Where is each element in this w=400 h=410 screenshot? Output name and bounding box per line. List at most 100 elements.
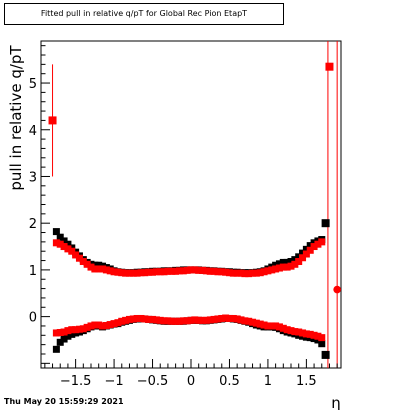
data-point xyxy=(125,269,133,277)
data-point xyxy=(83,323,91,331)
data-point xyxy=(149,268,157,276)
data-point xyxy=(199,316,207,324)
data-point xyxy=(314,240,322,248)
data-point xyxy=(187,266,195,274)
data-point xyxy=(56,233,64,241)
data-point xyxy=(214,268,222,276)
data-point xyxy=(118,317,126,325)
data-point xyxy=(122,316,130,324)
data-point xyxy=(156,316,164,324)
data-point xyxy=(56,328,64,336)
data-point xyxy=(179,267,187,275)
data-point xyxy=(83,260,91,268)
data-point xyxy=(283,263,291,271)
data-point xyxy=(299,329,307,337)
data-point xyxy=(237,269,245,277)
data-point xyxy=(122,269,130,277)
data-point xyxy=(218,314,226,322)
data-point xyxy=(102,266,110,274)
data-point xyxy=(152,316,160,324)
data-point xyxy=(52,329,60,337)
data-point xyxy=(210,315,218,323)
data-point xyxy=(318,340,326,348)
data-point xyxy=(87,322,95,330)
data-point xyxy=(145,268,153,276)
data-point xyxy=(191,316,199,324)
data-point xyxy=(206,267,214,275)
data-point xyxy=(179,317,187,325)
data-point xyxy=(272,265,280,273)
data-point xyxy=(279,258,287,266)
data-point xyxy=(75,254,83,262)
data-point xyxy=(145,315,153,323)
x-tick-label: −1.5 xyxy=(60,374,92,389)
data-point xyxy=(168,267,176,275)
data-point xyxy=(118,269,126,277)
tick-layer: −1.5 −1 −0.5 0 0.5 1 1.5 0 1 2 3 4 5 xyxy=(29,45,338,389)
data-point xyxy=(91,265,99,273)
data-point xyxy=(68,330,76,338)
x-tick-label: 1 xyxy=(264,374,272,389)
x-tick-label: −1 xyxy=(104,374,123,389)
data-point xyxy=(64,327,72,335)
data-point xyxy=(60,243,68,251)
data-point xyxy=(60,328,68,336)
title-box: Fitted pull in relative q/pT for Global … xyxy=(4,3,284,25)
x-tick-label: 0.5 xyxy=(219,374,240,389)
data-point xyxy=(106,267,114,275)
data-point xyxy=(256,269,264,277)
data-point xyxy=(218,268,226,276)
data-point xyxy=(64,332,72,340)
data-point xyxy=(245,317,253,325)
data-point xyxy=(249,269,257,277)
data-point xyxy=(252,319,260,327)
data-point xyxy=(114,319,122,327)
data-point xyxy=(268,322,276,330)
data-point xyxy=(72,326,80,334)
data-point xyxy=(52,239,60,247)
timestamp: Thu May 20 15:59:29 2021 xyxy=(4,397,124,406)
data-point xyxy=(191,266,199,274)
data-point xyxy=(291,256,299,264)
data-point xyxy=(137,314,145,322)
data-point xyxy=(295,257,303,265)
data-point xyxy=(222,268,230,276)
x-tick-label: −0.5 xyxy=(137,374,169,389)
y-tick-label: 1 xyxy=(29,264,37,279)
data-point xyxy=(129,315,137,323)
data-point xyxy=(91,321,99,329)
data-point xyxy=(64,240,72,248)
data-point xyxy=(72,251,80,259)
data-point xyxy=(160,268,168,276)
data-point xyxy=(233,315,241,323)
data-point xyxy=(183,317,191,325)
data-point xyxy=(256,320,264,328)
data-point xyxy=(287,262,295,270)
data-point xyxy=(64,245,72,253)
data-point xyxy=(314,332,322,340)
data-point xyxy=(275,264,283,272)
data-point xyxy=(283,326,291,334)
y-tick-label: 2 xyxy=(29,217,37,232)
data-point xyxy=(175,317,183,325)
data-point xyxy=(229,269,237,277)
data-point xyxy=(152,268,160,276)
data-point xyxy=(125,315,133,323)
data-point xyxy=(321,219,330,228)
data-point xyxy=(91,261,99,269)
y-tick-label: 4 xyxy=(29,124,37,139)
data-point xyxy=(214,315,222,323)
data-point xyxy=(110,320,118,328)
data-point xyxy=(241,270,249,278)
data-point xyxy=(245,270,253,278)
data-point xyxy=(164,317,172,325)
data-point xyxy=(314,336,322,344)
data-point xyxy=(195,316,203,324)
data-point xyxy=(287,327,295,335)
data-point xyxy=(299,254,307,262)
data-point xyxy=(195,266,203,274)
data-point xyxy=(60,237,68,245)
data-point xyxy=(272,261,280,269)
data-point xyxy=(225,269,233,277)
